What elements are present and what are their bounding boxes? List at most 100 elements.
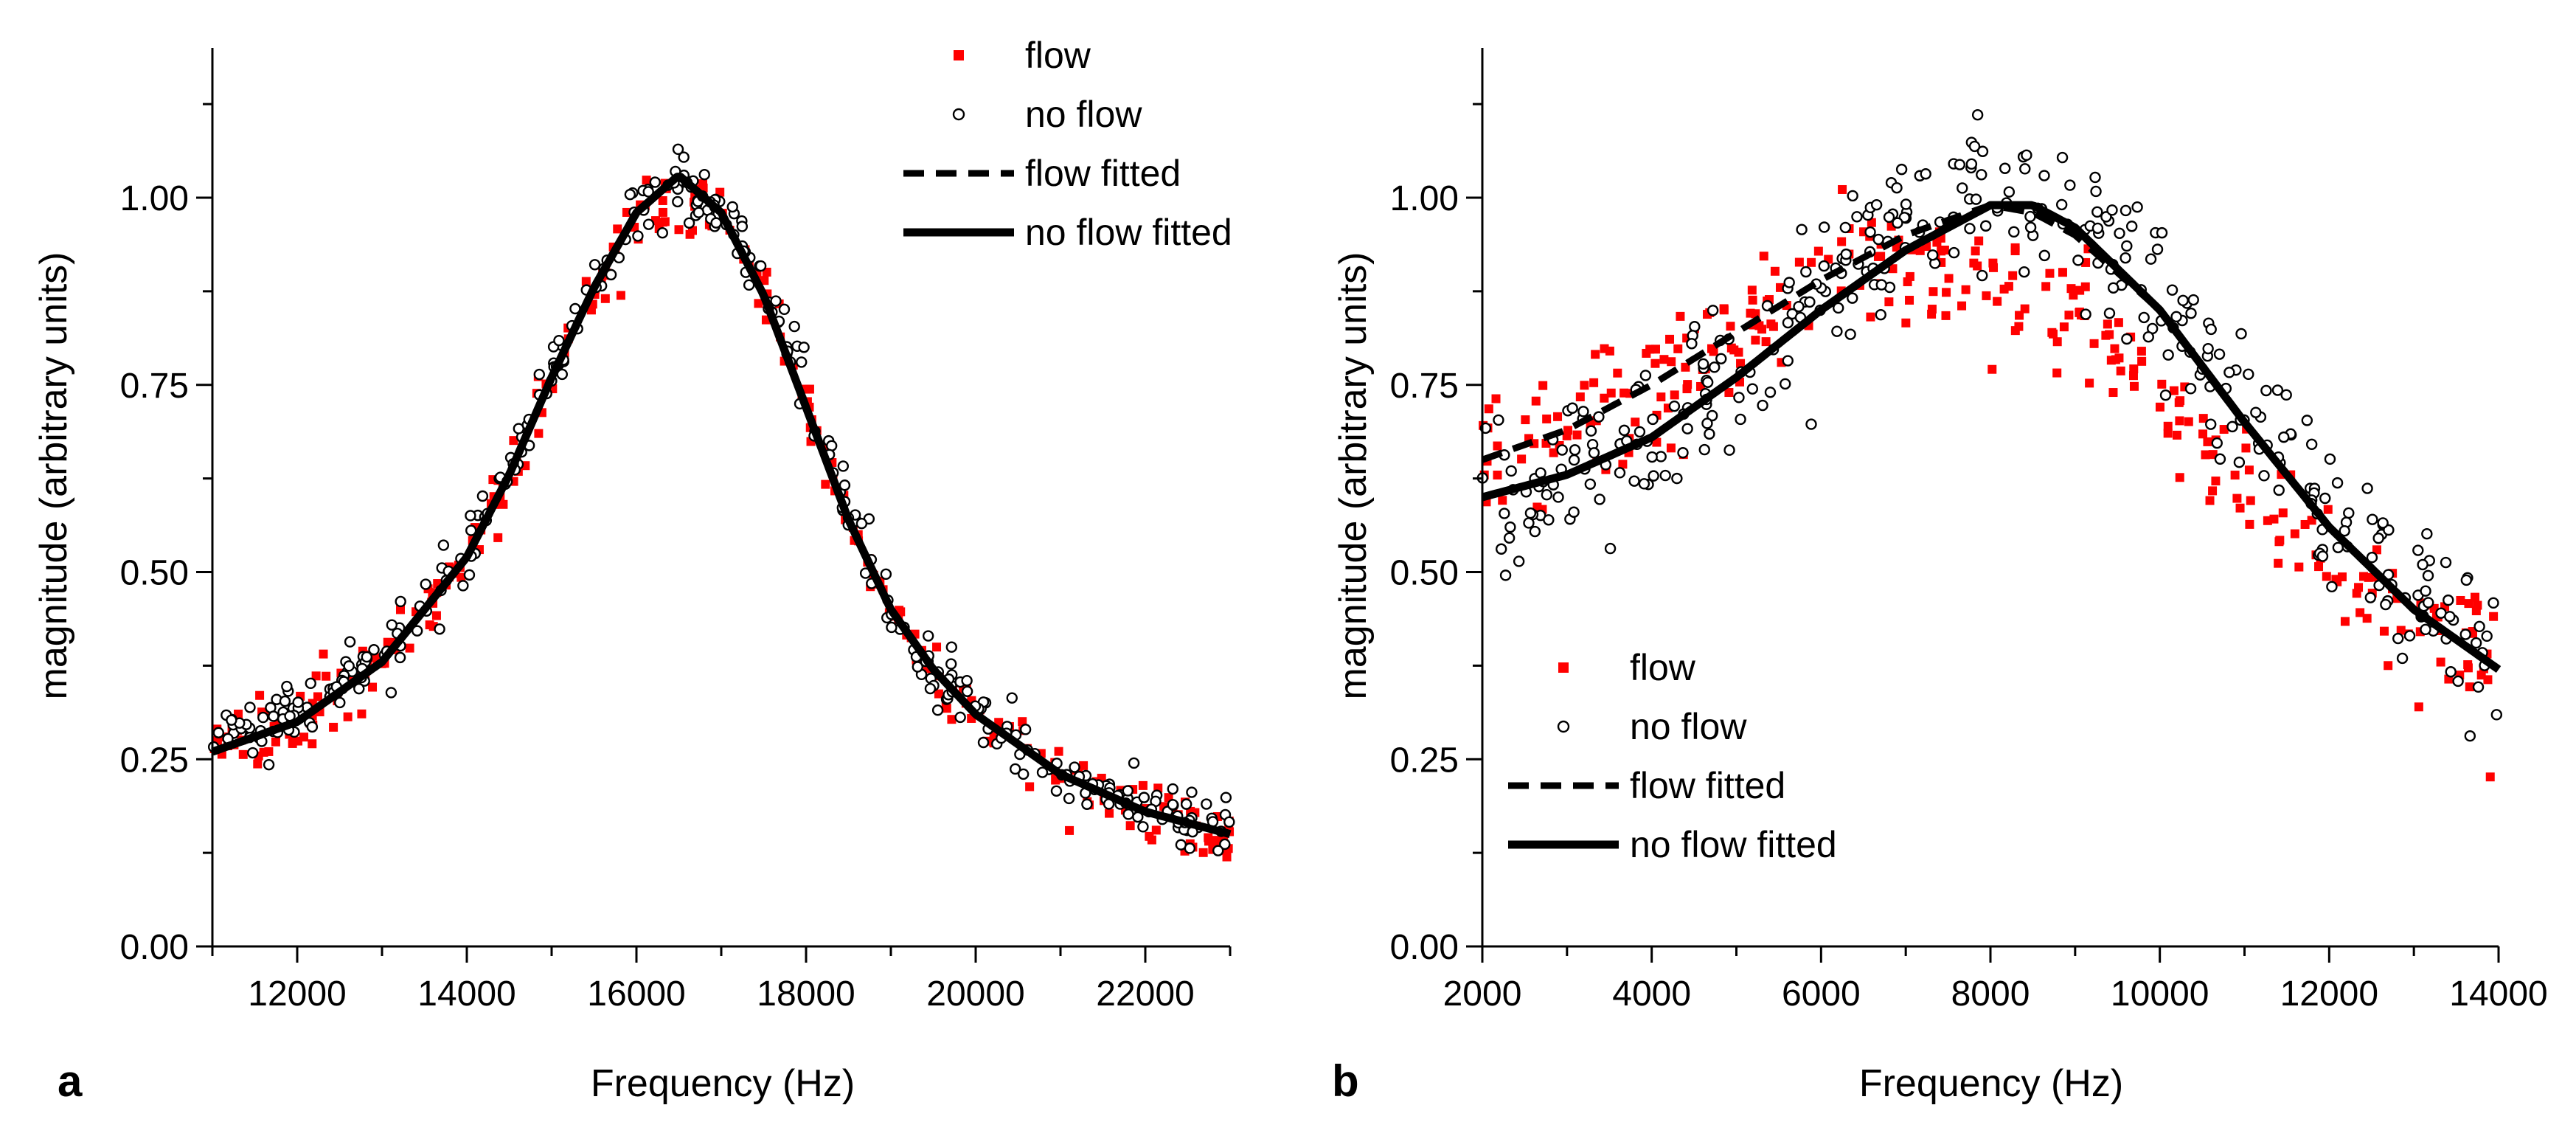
panel-b-no-flow-point: [2273, 484, 2285, 496]
panel-b-flow-point: [1553, 412, 1563, 421]
panel-a-no-flow-point: [886, 621, 898, 634]
panel-a-flow-point: [642, 176, 651, 185]
panel-a-no-flow-point: [1122, 808, 1134, 820]
panel-b-no-flow-point: [2440, 556, 2452, 569]
panel-a-flow-point: [1105, 808, 1114, 818]
panel-a-x-tick-label: 20000: [926, 974, 1024, 1014]
panel-a-no-flow-point: [839, 479, 851, 491]
panel-b-no-flow-point: [1707, 409, 1718, 422]
panel-b-flow-point: [1736, 359, 1746, 368]
panel-b-flow-point: [2244, 465, 2254, 475]
panel-b-x-axis-title: Frequency (Hz): [1859, 1062, 2123, 1105]
panel-b-no-flow-point: [1708, 361, 1721, 373]
panel-a-no-flow-point: [1138, 792, 1150, 803]
panel-b-no-flow-point: [2038, 170, 2050, 181]
panel-a: 12000 14000 16000 18000 20000 22000 0.00 0.25 0.…: [32, 35, 1235, 1106]
panel-b-no-flow-point: [2120, 204, 2132, 217]
panel-a-flow-point: [1125, 821, 1135, 831]
panel-b-no-flow-point: [2103, 307, 2116, 319]
panel-b-flow-point: [1575, 392, 1585, 402]
panel-b-flow-point: [2137, 356, 2147, 366]
panel-b-y-tick-label: 1.00: [1390, 179, 1459, 218]
panel-b-no-flow-point: [2417, 558, 2429, 571]
panel-b-no-flow-point: [1844, 328, 1856, 340]
panel-b-no-flow-point: [2343, 507, 2355, 519]
panel-b-flow-point: [1927, 305, 1937, 314]
panel-a-x-tick-label: 12000: [248, 974, 346, 1014]
panel-b-no-flow-point: [2003, 186, 2016, 198]
panel-a-no-flow-point: [672, 143, 684, 156]
panel-b-flow-point: [1971, 246, 1980, 256]
panel-b-no-flow-point: [1493, 414, 1504, 426]
panel-a-no-flow-point: [1212, 845, 1224, 856]
panel-a-no-flow-point: [1122, 785, 1133, 797]
panel-b-no-flow-point: [1746, 383, 1759, 395]
panel-b-flow-point: [2173, 430, 2182, 440]
panel-b-flow-point: [1650, 344, 1660, 354]
panel-a-flow-point: [932, 643, 942, 652]
panel-a-no-flow-point: [553, 334, 565, 347]
panel-b-no-flow-point: [1569, 444, 1581, 456]
panel-a-no-flow-point: [678, 151, 690, 163]
panel-a-flow-point: [329, 722, 339, 732]
panel-a-flow-point: [760, 276, 769, 285]
panel-a-flow-point: [322, 671, 331, 681]
panel-a-flow-point: [299, 732, 309, 742]
panel-b-ticks: 2000 4000 6000 8000 10000 12000 14000 0.00 0.25 0…: [1390, 103, 2548, 1014]
panel-b-no-flow-point: [2243, 368, 2254, 381]
panel-a-no-flow-point: [395, 595, 406, 608]
panel-a-flow-point: [1147, 835, 1156, 845]
panel-b-no-flow-point: [1900, 198, 1912, 210]
panel-a-flow-point: [1054, 747, 1063, 756]
panel-b-no-flow-point: [1783, 277, 1795, 288]
panel-b-flow-point: [1944, 274, 1954, 283]
panel-a-y-tick-label: 1.00: [120, 179, 189, 218]
panel-b-flow-point: [2175, 473, 2184, 482]
panel-a-no-flow-point: [368, 644, 380, 656]
panel-a-legend-label: flow fitted: [1025, 153, 1181, 194]
panel-b-flow-point: [1768, 322, 1778, 331]
panel-b-no-flow-point: [2184, 383, 2197, 395]
panel-b-flow-point: [2116, 366, 2125, 375]
panel-a-flow-point: [600, 294, 610, 303]
panel-b-no-flow-point: [2319, 492, 2331, 505]
panel-a-y-tick-label: 0.50: [120, 554, 189, 593]
panel-b-flow-point: [1884, 297, 1894, 307]
panel-b-no-flow-point: [2392, 632, 2404, 645]
panel-b-no-flow-point: [1804, 296, 1816, 308]
panel-b-no-flow-point: [1782, 355, 1794, 367]
panel-b-no-flow-point: [1831, 325, 1843, 337]
panel-a-no-flow-point: [465, 524, 477, 536]
panel-a-no-flow-point: [770, 295, 782, 307]
panel-b-flow-point: [1606, 388, 1616, 398]
panel-b-flow-point: [2290, 529, 2299, 538]
panel-b-flow-point: [1892, 243, 1901, 252]
panel-a-no-flow-point: [649, 176, 662, 188]
panel-b-flow-point: [2110, 344, 2120, 353]
panel-a-flow-point: [1138, 780, 1148, 790]
panel-b-flow-point: [1903, 277, 1912, 286]
panel-b-no-flow-point: [2056, 151, 2069, 164]
panel-a-no-flow-point: [281, 680, 293, 693]
panel-a-no-flow-point: [465, 510, 476, 522]
panel-b-no-flow-point: [2213, 348, 2226, 360]
panel-b-no-flow-point: [2018, 266, 2030, 278]
panel-b-flow-point: [2175, 416, 2184, 426]
panel-a-flow-point: [372, 654, 382, 664]
panel-b-flow-point: [2471, 592, 2480, 602]
panel-a-no-flow-point: [1128, 757, 1140, 769]
panel-b-flow-point: [1709, 347, 1718, 356]
panel-a-no-flow-point: [977, 736, 990, 749]
panel-b-flow-point: [1940, 245, 1949, 254]
panel-b-no-flow-point: [2377, 517, 2389, 529]
panel-b-no-flow-point: [2366, 552, 2378, 564]
panel-b-flow-point: [2269, 514, 2279, 524]
panel-a-no-flow-point: [924, 682, 937, 695]
panel-b-flow-point: [2184, 417, 2193, 426]
panel-b-flow-point: [1618, 460, 1628, 469]
panel-a-no-flow-point: [1137, 821, 1149, 833]
panel-b-flow-point: [1794, 257, 1804, 267]
panel-b-flow-point: [2047, 328, 2057, 337]
panel-b-no-flow-point: [1593, 411, 1605, 423]
panel-b-flow-point: [2064, 311, 2074, 320]
